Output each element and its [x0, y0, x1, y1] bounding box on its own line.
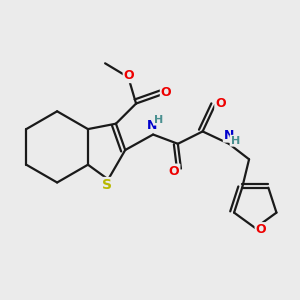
Text: O: O: [169, 165, 179, 178]
Text: H: H: [230, 136, 240, 146]
Text: N: N: [224, 129, 234, 142]
Text: O: O: [256, 223, 266, 236]
Text: O: O: [124, 69, 134, 82]
Text: O: O: [215, 97, 226, 110]
Text: H: H: [154, 115, 163, 125]
Text: O: O: [161, 86, 171, 99]
Text: S: S: [102, 178, 112, 192]
Text: N: N: [147, 119, 157, 132]
